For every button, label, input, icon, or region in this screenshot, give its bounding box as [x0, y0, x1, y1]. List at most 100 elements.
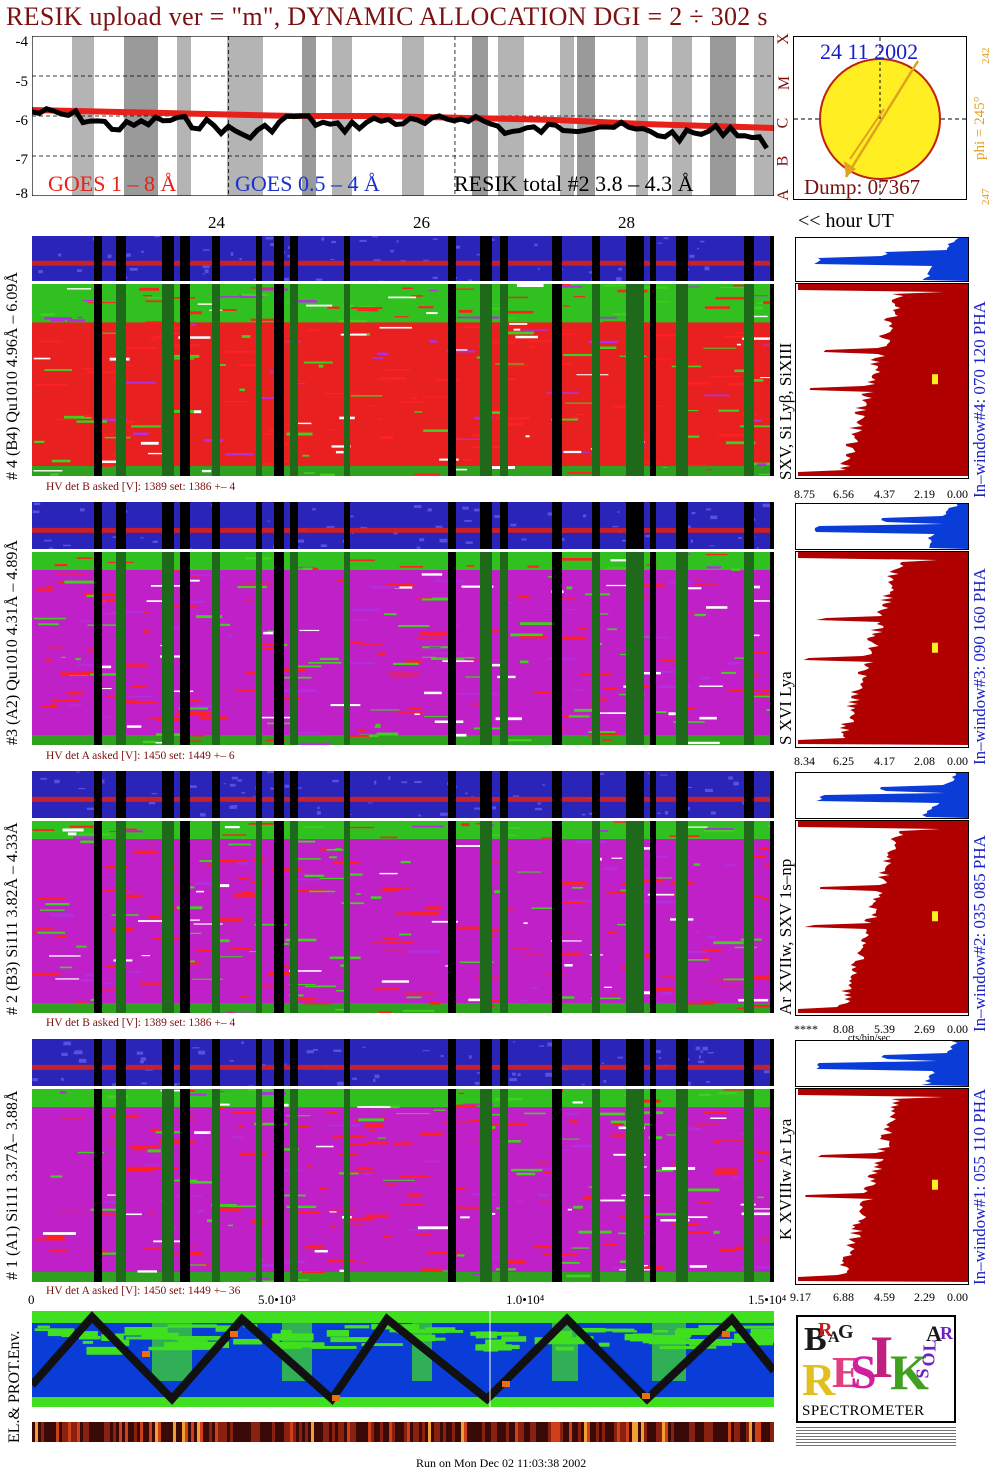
strip-cell — [617, 1422, 620, 1442]
strip-cell — [158, 1422, 161, 1442]
spec-noise — [571, 689, 584, 691]
spec-noise — [284, 460, 295, 463]
spec-noise — [686, 1127, 702, 1131]
spec-gap — [480, 552, 492, 745]
spec-noise — [682, 612, 697, 615]
spec-noise — [64, 580, 96, 584]
strip-cell — [215, 1422, 218, 1442]
strip-noise — [706, 508, 711, 511]
spec-noise — [87, 371, 117, 374]
strip-line — [32, 260, 774, 266]
spec-noise — [308, 661, 342, 664]
spec-noise — [127, 695, 154, 698]
spec-noise — [374, 725, 381, 728]
spec-noise — [407, 1194, 422, 1197]
strip-cell — [641, 1422, 644, 1442]
spec-noise — [491, 307, 508, 310]
strip-cell — [620, 1422, 623, 1442]
strip-noise — [374, 780, 377, 785]
class-label: C — [774, 117, 792, 129]
spec-noise — [380, 435, 394, 439]
strip-noise — [151, 793, 158, 795]
spec-noise — [704, 1111, 728, 1114]
spec-noise — [748, 1004, 774, 1008]
spec-noise — [694, 1281, 718, 1282]
strip-noise — [202, 273, 206, 275]
spec-noise — [357, 309, 375, 312]
strip-cell — [734, 1422, 737, 1442]
strip-noise — [705, 788, 713, 793]
spec-gap — [180, 821, 190, 1013]
strip-cell — [614, 1422, 617, 1442]
spec-noise — [335, 1008, 348, 1011]
spec-noise — [218, 859, 248, 863]
strip-noise — [474, 508, 480, 512]
ytick-label: -8 — [15, 186, 29, 202]
strip-gap — [344, 502, 350, 549]
strip-noise — [140, 1057, 147, 1061]
spec-noise — [743, 651, 768, 654]
strip-gap — [552, 771, 562, 818]
spec-noise — [368, 308, 379, 312]
spec-noise — [182, 1251, 202, 1255]
spec-noise — [347, 559, 375, 562]
strip-cell — [557, 1422, 560, 1442]
spec-noise — [331, 1225, 337, 1228]
spec-noise — [666, 1134, 683, 1136]
spec-gap — [650, 552, 656, 745]
strip-cell — [701, 1422, 704, 1442]
spec-noise — [383, 1235, 391, 1239]
strip-cell — [218, 1422, 221, 1442]
pha-strip — [32, 502, 774, 549]
spec-noise — [255, 462, 272, 466]
strip-noise — [230, 805, 238, 807]
legend-goes-long: GOES 1 – 8 Å — [48, 171, 177, 196]
strip-noise — [199, 813, 206, 817]
strip-noise — [690, 539, 694, 543]
strip-noise — [54, 779, 60, 784]
axis-tick: **** — [794, 1022, 818, 1036]
strip-gap — [448, 502, 456, 549]
spec-noise — [35, 1247, 48, 1249]
spec-noise — [364, 1124, 383, 1128]
spec-gap — [344, 1089, 350, 1282]
strip-cell — [764, 1422, 767, 1442]
spec-noise — [705, 553, 728, 556]
spec-noise — [713, 1142, 720, 1144]
strip-cell — [743, 1422, 746, 1442]
xtick-label: 26 — [413, 213, 430, 232]
spec-noise — [370, 896, 382, 899]
strip-line — [32, 1064, 774, 1070]
strip-cell — [401, 1422, 404, 1442]
env-noise — [124, 1326, 168, 1335]
spec-gap — [94, 821, 102, 1013]
strip-noise — [317, 806, 320, 810]
spec-noise — [718, 1248, 737, 1252]
spec-noise — [34, 440, 45, 444]
spec-noise — [197, 1138, 204, 1140]
spec-noise — [458, 1092, 465, 1095]
resik-total-series — [32, 105, 769, 150]
spec-noise — [383, 1179, 415, 1181]
strip-gap — [500, 236, 508, 281]
strip-cell — [293, 1422, 296, 1442]
spec-noise — [100, 332, 120, 334]
spec-noise — [418, 306, 434, 309]
spec-noise — [406, 996, 422, 999]
strip-gap — [256, 771, 262, 818]
spec-noise — [462, 1103, 494, 1106]
logo-fineprint — [796, 1426, 956, 1446]
strip-gap — [116, 1039, 126, 1086]
spec-noise — [368, 1129, 376, 1131]
strip-cell — [182, 1422, 185, 1442]
spec-noise — [447, 438, 481, 440]
spec-noise — [660, 1218, 690, 1222]
spec-noise — [302, 826, 325, 828]
spec-noise — [643, 1002, 670, 1004]
spec-noise — [146, 844, 156, 846]
env-noise — [579, 1327, 606, 1333]
strip-gap — [770, 502, 774, 549]
spec-noise — [60, 672, 91, 676]
strip-cell — [188, 1422, 191, 1442]
strip-cell — [239, 1422, 242, 1442]
